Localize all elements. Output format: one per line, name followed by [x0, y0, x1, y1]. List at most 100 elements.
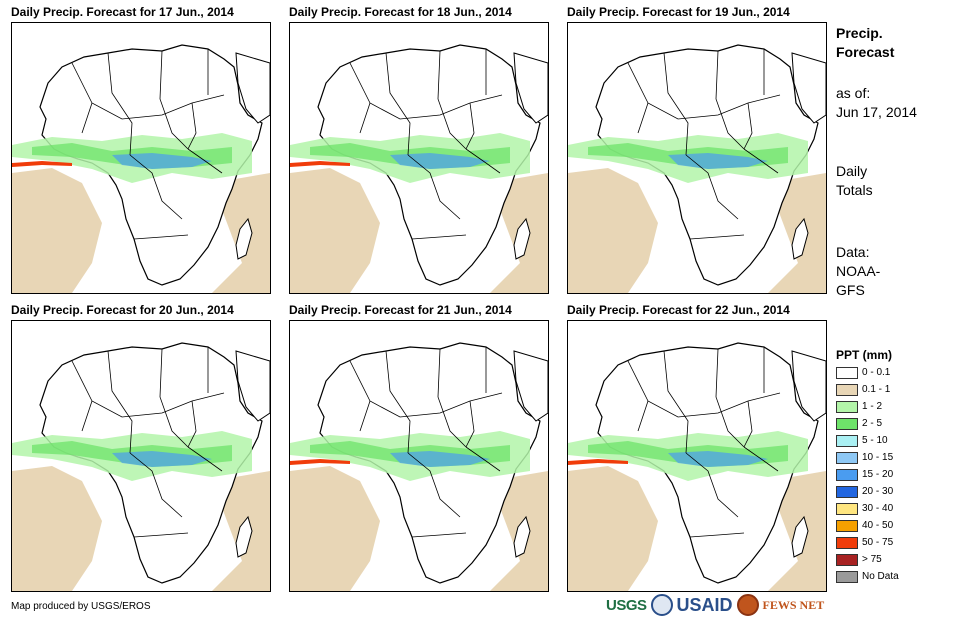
forecast-map: [568, 44, 826, 293]
data-line1: Data:: [836, 244, 870, 260]
legend-label: > 75: [862, 554, 882, 565]
asof-label: as of:: [836, 85, 871, 101]
legend-item: 2 - 5: [836, 415, 956, 432]
country-border: [187, 400, 197, 448]
country-border: [689, 234, 745, 240]
legend-label: 0 - 0.1: [862, 367, 891, 378]
country-border: [627, 62, 781, 120]
rain-band-heavy: [112, 153, 212, 169]
country-border: [465, 148, 501, 174]
country-border: [159, 348, 189, 448]
legend-item: 15 - 20: [836, 466, 956, 483]
panel-title: Daily Precip. Forecast for 18 Jun., 2014: [289, 5, 512, 19]
legend-item: 10 - 15: [836, 449, 956, 466]
country-border: [663, 350, 689, 454]
map-frame: [289, 320, 549, 592]
forecast-panel: Daily Precip. Forecast for 18 Jun., 2014: [289, 5, 551, 295]
legend-label: 15 - 20: [862, 469, 894, 480]
arabia-coastline: [791, 52, 826, 124]
legend-swatch: [836, 502, 858, 515]
map-frame: [11, 22, 271, 294]
madagascar-coastline: [513, 515, 531, 558]
legend-swatch: [836, 417, 858, 430]
totals-line1: Daily: [836, 163, 868, 179]
country-border: [133, 234, 189, 240]
legend-item: 40 - 50: [836, 517, 956, 534]
country-border: [437, 50, 467, 150]
country-border: [627, 360, 781, 418]
fews-net-icon: [736, 594, 759, 616]
madagascar-coastline: [235, 515, 253, 558]
country-border: [637, 102, 649, 134]
logo-strip: USGS USAID FEWS NET: [606, 594, 824, 616]
arabia-coastline: [791, 350, 826, 422]
country-border: [743, 446, 779, 472]
country-border: [187, 148, 223, 174]
arabia-coastline: [513, 350, 548, 422]
sidebar-asof: as of: Jun 17, 2014: [836, 84, 917, 122]
sidebar-title: Precip. Forecast: [836, 24, 894, 62]
country-border: [359, 102, 371, 134]
legend-title: PPT (mm): [836, 348, 893, 362]
coastal-heavy-rain: [290, 459, 350, 465]
sidebar-title-line1: Precip.: [836, 25, 883, 41]
country-border: [411, 532, 467, 538]
data-line2: NOAA-: [836, 263, 881, 279]
country-border: [411, 234, 467, 240]
legend-label: 5 - 10: [862, 435, 888, 446]
country-border: [637, 400, 649, 432]
legend: PPT (mm) 0 - 0.1 0.1 - 1 1 - 2 2 - 5 5 - 10 1…: [836, 346, 956, 585]
legend-label: 2 - 5: [862, 418, 883, 429]
ocean-light-precip-area: [12, 168, 270, 293]
legend-swatch: [836, 468, 858, 481]
legend-swatch: [836, 553, 858, 566]
rain-band-heavy: [390, 451, 490, 467]
forecast-map: [568, 342, 826, 591]
legend-item: 5 - 10: [836, 432, 956, 449]
asof-date: Jun 17, 2014: [836, 104, 917, 120]
madagascar-coastline: [513, 217, 531, 260]
country-border: [465, 102, 475, 150]
legend-item: 50 - 75: [836, 534, 956, 551]
coastal-heavy-rain: [568, 459, 628, 465]
panel-title: Daily Precip. Forecast for 17 Jun., 2014: [11, 5, 234, 19]
data-line3: GFS: [836, 282, 865, 298]
country-border: [71, 62, 225, 120]
forecast-panel: Daily Precip. Forecast for 20 Jun., 2014: [11, 303, 273, 593]
country-border: [187, 446, 223, 472]
country-border: [743, 400, 753, 448]
country-border: [743, 148, 779, 174]
legend-label: 30 - 40: [862, 503, 894, 514]
legend-label: 10 - 15: [862, 452, 894, 463]
ocean-light-precip-area: [290, 168, 548, 293]
legend-label: 0.1 - 1: [862, 384, 891, 395]
forecast-map: [12, 44, 270, 293]
map-frame: [567, 22, 827, 294]
arabia-coastline: [235, 350, 270, 422]
legend-item: 20 - 30: [836, 483, 956, 500]
map-frame: [11, 320, 271, 592]
country-border: [71, 360, 225, 418]
madagascar-coastline: [235, 217, 253, 260]
legend-swatch: [836, 570, 858, 583]
country-border: [685, 452, 739, 518]
map-frame: [567, 320, 827, 592]
legend-swatch: [836, 383, 858, 396]
country-border: [407, 452, 461, 518]
panel-title: Daily Precip. Forecast for 20 Jun., 2014: [11, 303, 234, 317]
usaid-logo: USAID: [676, 594, 733, 615]
country-border: [349, 360, 503, 418]
legend-item: 0.1 - 1: [836, 381, 956, 398]
country-border: [465, 446, 501, 472]
country-border: [685, 154, 739, 220]
panel-title: Daily Precip. Forecast for 22 Jun., 2014: [567, 303, 790, 317]
legend-item: > 75: [836, 551, 956, 568]
sidebar-title-line2: Forecast: [836, 44, 895, 60]
country-border: [159, 50, 189, 150]
country-border: [107, 52, 133, 156]
legend-swatch: [836, 536, 858, 549]
coastal-heavy-rain: [290, 161, 350, 167]
ocean-light-precip-area: [568, 168, 826, 293]
map-credit: Map produced by USGS/EROS: [11, 601, 151, 612]
legend-item: 0 - 0.1: [836, 364, 956, 381]
